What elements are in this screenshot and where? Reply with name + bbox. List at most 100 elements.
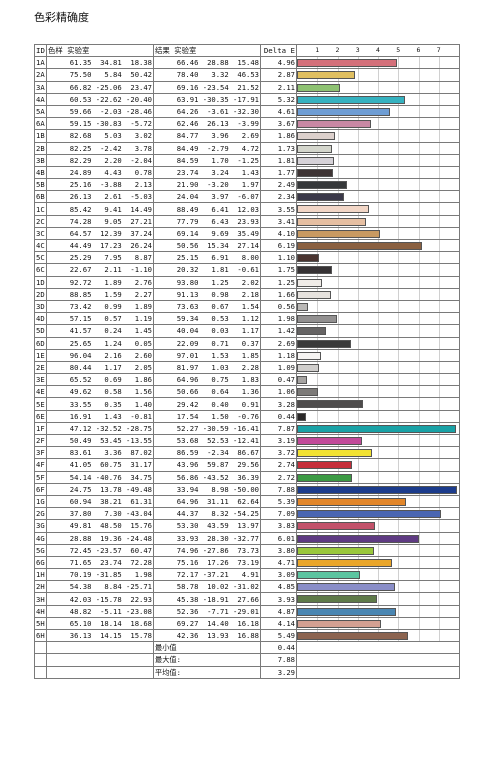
result-lab: 58.78 10.02 -31.02	[153, 580, 261, 594]
delta-e-value: 1.06	[260, 385, 297, 399]
gridline	[418, 167, 420, 178]
row-id: 5E	[34, 397, 47, 411]
target-lab: 28.88 19.36 -24.48	[46, 531, 154, 545]
row-id: 4G	[34, 531, 47, 545]
delta-e-value: 3.41	[260, 214, 297, 228]
gridline	[398, 593, 400, 605]
bar-cell	[296, 202, 460, 216]
gridline	[378, 289, 379, 300]
gridline	[378, 545, 379, 556]
row-id: 2D	[34, 287, 47, 301]
bar-cell	[296, 56, 460, 70]
delta-e-value: 1.66	[260, 287, 297, 301]
target-lab: 96.04 2.16 2.60	[46, 348, 154, 362]
gridline	[398, 252, 400, 263]
bar-cell	[296, 385, 460, 399]
delta-e-value: 1.75	[260, 263, 297, 277]
gridline	[438, 301, 440, 312]
gridline	[438, 435, 440, 446]
gridline	[418, 179, 420, 190]
result-lab: 64.96 31.11 62.64	[153, 494, 261, 509]
table-header-row: ID 色样 实验室 结果 实验室 Delta E 1 2 3 4 5 6 7	[34, 43, 460, 58]
row-id: 2C	[34, 214, 47, 228]
target-lab: 65.10 18.14 18.68	[46, 616, 154, 631]
table-row: 2F 50.49 53.45 -13.55 53.68 52.53 -12.41 3.…	[34, 433, 460, 448]
gridline	[418, 106, 420, 117]
table-row: 3A 66.82 -25.06 23.47 69.16 -23.54 21.52 2.…	[34, 80, 460, 94]
gridline	[357, 69, 359, 81]
gridline	[418, 191, 420, 202]
gridline	[398, 545, 400, 556]
bar-cell	[296, 604, 460, 618]
delta-e-value: 1.81	[260, 153, 297, 167]
table-row: 2D 88.85 1.59 2.27 91.13 0.98 2.18 1.66	[34, 287, 460, 301]
delta-e-bar	[297, 595, 377, 604]
table-row: 6E 16.91 1.43 -0.81 17.54 1.50 -0.76 0.44	[34, 409, 460, 423]
gridline	[357, 264, 359, 276]
bar-cell	[296, 117, 460, 131]
delta-e-bar	[297, 351, 321, 360]
gridline	[438, 325, 440, 336]
gridline	[438, 82, 440, 93]
target-lab: 25.16 -3.88 2.13	[46, 178, 154, 192]
result-lab: 69.14 9.69 35.49	[153, 226, 261, 241]
delta-e-value: 1.25	[260, 275, 297, 289]
gridline	[398, 82, 400, 93]
gridline	[418, 520, 420, 531]
result-lab: 72.17 -37.21 4.91	[153, 568, 261, 582]
target-lab: 61.35 34.81 18.38	[46, 56, 154, 70]
delta-e-value: 3.72	[260, 446, 297, 460]
delta-e-bar	[297, 83, 340, 92]
gridline	[418, 118, 420, 129]
row-id: 6D	[34, 336, 47, 350]
gridline	[398, 313, 400, 324]
gridline	[438, 606, 440, 617]
table-row: 2E 80.44 1.17 2.05 81.97 1.03 2.28 1.09	[34, 360, 460, 375]
target-lab: 57.15 0.57 1.19	[46, 312, 154, 326]
gridline	[337, 155, 339, 166]
delta-e-bar	[297, 242, 423, 250]
gridline	[418, 57, 420, 68]
target-lab: 47.12 -32.52 -28.75	[46, 421, 154, 436]
bar-cell	[296, 494, 460, 509]
axis-tick-label: 1	[315, 46, 320, 54]
gridline	[438, 374, 440, 385]
gridline	[418, 277, 420, 288]
result-lab: 52.36 -7.71 -29.01	[153, 604, 261, 618]
gridline	[357, 301, 359, 312]
gridline	[438, 472, 440, 483]
delta-e-bar	[297, 278, 323, 287]
result-lab: 53.30 43.59 13.97	[153, 519, 261, 533]
delta-e-bar	[297, 95, 405, 104]
delta-e-bar	[297, 534, 419, 543]
table-row: 2B 82.25 -2.42 3.78 84.49 -2.79 4.72 1.73	[34, 141, 460, 155]
result-lab: 17.54 1.50 -0.76	[153, 409, 261, 423]
table-row: 1F 47.12 -32.52 -28.75 52.27 -30.59 -16.41…	[34, 421, 460, 436]
table-row: 6B 26.13 2.61 -5.03 24.04 3.97 -6.07 2.34	[34, 190, 460, 204]
gridline	[418, 447, 420, 458]
bar-axis-header: 1 2 3 4 5 6 7	[296, 43, 460, 58]
gridline	[398, 216, 400, 227]
delta-e-value: 5.39	[260, 494, 297, 509]
result-lab: 86.59 -2.34 86.67	[153, 446, 261, 460]
delta-e-value: 3.80	[260, 543, 297, 557]
gridline	[438, 630, 440, 641]
gridline	[357, 411, 359, 422]
row-id: 5H	[34, 616, 47, 631]
summary-row: 平均值: 3.29	[34, 665, 460, 679]
gridline	[317, 374, 319, 385]
gridline	[438, 618, 440, 629]
gridline	[378, 313, 379, 324]
gridline	[418, 593, 420, 605]
gridline	[357, 82, 359, 93]
bar-cell	[296, 421, 460, 436]
gridline	[418, 94, 420, 105]
gridline	[378, 435, 379, 446]
delta-e-value: 3.09	[260, 568, 297, 582]
bar-cell	[296, 397, 460, 411]
gridline	[317, 301, 319, 312]
gridline	[418, 69, 420, 81]
bar-cell	[296, 531, 460, 545]
gridline	[438, 143, 440, 154]
delta-e-value: 2.69	[260, 336, 297, 350]
